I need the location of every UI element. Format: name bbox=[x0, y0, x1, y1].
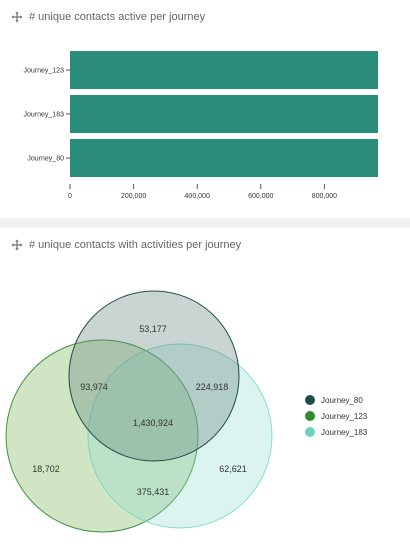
x-tick-label: 0 bbox=[68, 193, 72, 200]
venn-chart-title: # unique contacts with activities per jo… bbox=[29, 239, 242, 251]
venn-region-label: 224,918 bbox=[196, 382, 229, 392]
y-tick-label: Journey_183 bbox=[24, 112, 65, 119]
bar-chart-title: # unique contacts active per journey bbox=[29, 11, 206, 23]
bar[interactable] bbox=[70, 139, 378, 177]
move-icon[interactable] bbox=[11, 11, 23, 23]
x-tick-label: 200,000 bbox=[121, 193, 146, 200]
venn-region-label: 53,177 bbox=[139, 324, 167, 334]
y-tick-label: Journey_80 bbox=[27, 156, 64, 163]
bar-chart-header: # unique contacts active per journey bbox=[11, 11, 205, 23]
venn-region-label: 93,974 bbox=[80, 382, 108, 392]
venn-region-label: 62,621 bbox=[219, 464, 247, 474]
bar-chart-card: # unique contacts active per journey Jou… bbox=[0, 0, 410, 218]
legend-swatch[interactable] bbox=[305, 427, 315, 437]
venn-chart-header: # unique contacts with activities per jo… bbox=[11, 239, 241, 251]
venn-circle-journey-80[interactable] bbox=[68, 290, 240, 462]
venn-region-label: 375,431 bbox=[137, 487, 170, 497]
move-icon[interactable] bbox=[11, 239, 23, 251]
bar[interactable] bbox=[70, 95, 378, 133]
venn-chart-card: # unique contacts with activities per jo… bbox=[0, 228, 410, 548]
legend-label[interactable]: Journey_80 bbox=[321, 396, 363, 405]
bar-chart: Journey_123 Journey_183 Journey_80 0 200,000… bbox=[24, 51, 378, 200]
legend-swatch[interactable] bbox=[305, 395, 315, 405]
x-tick-label: 800,000 bbox=[312, 193, 337, 200]
bar[interactable] bbox=[70, 51, 378, 89]
y-tick-label: Journey_123 bbox=[24, 68, 65, 75]
venn-circle-journey-183[interactable] bbox=[87, 343, 273, 529]
x-tick-label: 600,000 bbox=[248, 193, 273, 200]
venn-circle-journey-123[interactable] bbox=[5, 339, 199, 533]
legend-label[interactable]: Journey_123 bbox=[321, 412, 368, 421]
venn-region-label: 18,702 bbox=[32, 464, 60, 474]
legend-label[interactable]: Journey_183 bbox=[321, 428, 368, 437]
x-tick-label: 400,000 bbox=[185, 193, 210, 200]
venn-region-label: 1,430,924 bbox=[133, 418, 173, 428]
venn-chart: 53,177 93,974 224,918 1,430,924 18,702 62,621… bbox=[5, 290, 368, 533]
legend-swatch[interactable] bbox=[305, 411, 315, 421]
